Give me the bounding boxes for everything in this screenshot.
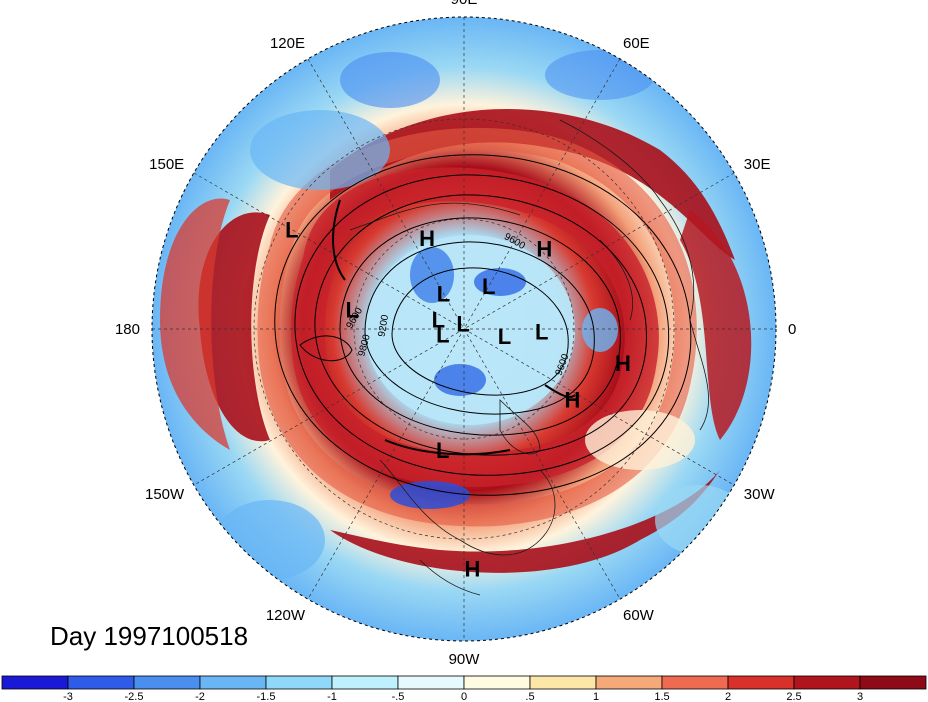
low-pressure-label: L — [436, 438, 449, 463]
geopotential-contours — [274, 154, 692, 496]
temperature-anomaly-shading — [160, 50, 752, 580]
cool-anomaly-southeast — [655, 485, 745, 555]
colorbar-tick-label: -.5 — [392, 691, 405, 702]
map-boundary — [151, 16, 777, 642]
contour-3 — [314, 194, 647, 456]
colorbar-swatch — [265, 675, 333, 690]
high-pressure-label: H — [464, 556, 480, 581]
colorbar-swatch — [397, 675, 465, 690]
colorbar-tick-label: -3 — [63, 691, 73, 702]
low-pressure-label: L — [535, 320, 548, 345]
warm-anomaly-arc-east — [680, 210, 752, 440]
meridian-150 — [193, 172, 735, 486]
colorbar-tick-label: 2 — [725, 691, 731, 702]
longitude-label: 180 — [115, 321, 140, 338]
colorbar-swatch — [463, 675, 531, 690]
colorbar-tick-label: -1.5 — [257, 691, 276, 702]
low-pressure-label: L — [345, 297, 358, 322]
polar-stereographic-map — [152, 17, 776, 641]
meridian-120 — [307, 58, 621, 600]
colorbar-tick-label: 2.5 — [786, 691, 801, 702]
contour-inner-low — [299, 335, 353, 362]
longitude-label: 90W — [449, 651, 481, 668]
colorbar-swatch — [727, 675, 795, 690]
meridian-30 — [193, 172, 735, 486]
colorbar-swatch — [133, 675, 201, 690]
colorbar-swatch — [199, 675, 267, 690]
low-pressure-label: L — [436, 323, 449, 348]
longitude-label: 30E — [744, 156, 771, 173]
coastline-north-america — [379, 459, 556, 556]
colorbar-swatch — [793, 675, 861, 690]
colorbar-tick-label: -2 — [195, 691, 205, 702]
warm-anomaly-arc-west — [198, 212, 270, 442]
colorbar-swatch — [595, 675, 663, 690]
colorbar-tick-label: -2.5 — [125, 691, 144, 702]
longitude-label: 90E — [451, 0, 478, 8]
longitude-labels: 90E 60E 30E 0 30W 60W 90W 120W 150W 180 150E 120E — [115, 0, 796, 668]
longitude-label: 0 — [788, 321, 796, 338]
contour-4 — [339, 217, 621, 436]
low-pressure-label: L — [432, 308, 445, 333]
contour-value-label: 9200 — [376, 314, 391, 338]
longitude-label: 150W — [145, 486, 185, 503]
cool-anomaly-asia — [250, 110, 390, 190]
cool-anomaly-core-4 — [582, 308, 618, 352]
low-pressure-label: L — [437, 281, 450, 306]
low-pressure-label: L — [456, 312, 469, 337]
cool-anomaly-northeast — [545, 50, 655, 100]
contour-tight-band-2 — [332, 199, 346, 281]
contour-6 — [391, 267, 569, 396]
colorbar-swatch — [1, 675, 69, 690]
contour-outer — [274, 154, 692, 496]
colorbar-swatch — [529, 675, 597, 690]
meridian-60 — [307, 58, 621, 600]
cool-anomaly-namerica — [390, 481, 470, 509]
colorbar-tick-label: 1.5 — [654, 691, 669, 702]
colorbar-tick-label: 0 — [461, 691, 467, 702]
colorbar-tick-label: -1 — [327, 691, 337, 702]
longitude-label: 30W — [744, 486, 776, 503]
longitude-label: 60E — [623, 35, 650, 52]
colorbar-swatch — [661, 675, 729, 690]
colorbar-swatch — [859, 675, 927, 690]
contour-5 — [364, 241, 595, 415]
contour-tight-band-3 — [544, 384, 576, 398]
colorbar-tick-label: 3 — [857, 691, 863, 702]
warm-anomaly-arc-south — [330, 470, 720, 573]
colorbar-swatch — [331, 675, 399, 690]
cool-anomaly-core-1 — [410, 247, 454, 303]
cool-anomaly-northwest — [340, 52, 440, 108]
colorbar-swatch — [67, 675, 135, 690]
coastline-greenland — [499, 399, 541, 455]
cool-anomaly-southwest — [215, 500, 325, 580]
high-pressure-label: H — [419, 226, 435, 251]
coastline-eurasia — [559, 119, 709, 431]
longitude-label: 150E — [149, 156, 184, 173]
warm-anomaly-arc-west-outer — [160, 198, 230, 450]
low-pressure-label: L — [285, 218, 298, 243]
contour-2 — [294, 174, 670, 476]
high-pressure-label: H — [615, 351, 631, 376]
colorbar-tick-label: .5 — [525, 691, 534, 702]
low-pressure-label: L — [498, 324, 511, 349]
high-pressure-label: H — [536, 237, 552, 262]
colorbar-tick-label: 1 — [593, 691, 599, 702]
low-pressure-label: L — [482, 274, 495, 299]
high-pressure-label: H — [564, 387, 580, 412]
colorbar: -3 -2.5 -2 -1.5 -1 -.5 0 .5 1 1.5 2 2.5 3 — [1, 675, 927, 702]
longitude-label: 120W — [266, 607, 306, 624]
graticule — [152, 17, 776, 641]
neutral-anomaly-atlantic — [585, 410, 695, 470]
longitude-label: 60W — [623, 607, 655, 624]
day-label: Day 1997100518 — [50, 621, 248, 651]
coastline-central-america — [419, 559, 481, 596]
longitude-label: 120E — [270, 35, 305, 52]
